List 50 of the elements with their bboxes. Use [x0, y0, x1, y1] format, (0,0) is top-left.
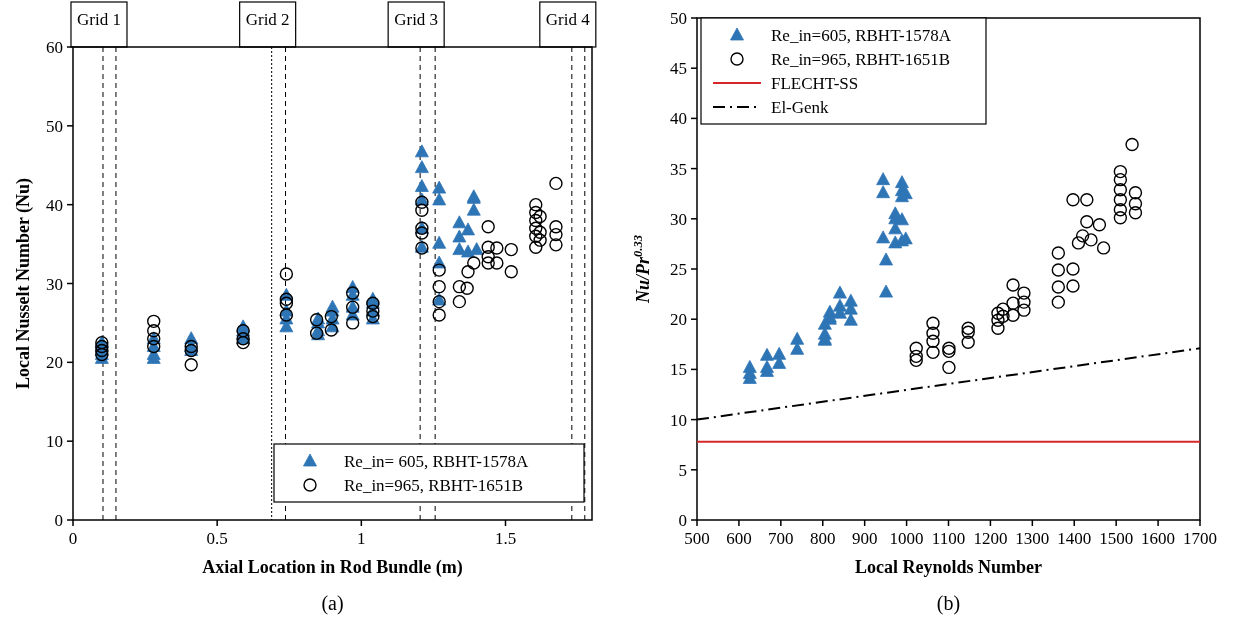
- x-tick-label: 1300: [1015, 529, 1050, 548]
- ref-line-label: Grid 2: [245, 10, 290, 29]
- y-tick-label: 30: [670, 209, 687, 229]
- y-tick-label: 30: [46, 274, 63, 294]
- x-tick-label: 0.5: [206, 529, 228, 548]
- text: (b): [936, 592, 961, 615]
- y-axis-title: Local Nusselt Number (Nu): [13, 177, 34, 390]
- legend-label: Re_in=965, RBHT-1651B: [771, 50, 950, 69]
- legend-label: FLECHT-SS: [771, 74, 859, 93]
- x-axis-title: Local Reynolds Number: [854, 557, 1043, 577]
- x-tick-label: 500: [684, 529, 710, 548]
- x-axis-title: Axial Location in Rod Bundle (m): [202, 557, 463, 578]
- x-tick-label: 1100: [931, 529, 966, 548]
- y-tick-label: 10: [46, 432, 63, 452]
- ref-line-label: Grid 1: [77, 10, 121, 29]
- x-tick-label: 1200: [973, 529, 1008, 548]
- x-tick-label: 700: [768, 529, 794, 548]
- y-tick-label: 35: [670, 159, 687, 179]
- y-tick-label: 25: [670, 260, 687, 279]
- x-tick-label: 0: [68, 529, 78, 548]
- x-tick-label: 1000: [889, 529, 924, 548]
- legend-label: Re_in= 605, RBHT-1578A: [344, 452, 529, 471]
- y-tick-label: 40: [46, 195, 63, 215]
- y-tick-label: 20: [46, 353, 63, 373]
- x-tick-label: 1400: [1057, 529, 1092, 548]
- y-tick-label: 20: [670, 310, 687, 330]
- legend-label: Re_in=965, RBHT-1651B: [344, 476, 523, 495]
- x-tick-label: 600: [726, 529, 752, 548]
- y-tick-label: 0: [678, 511, 687, 530]
- y-tick-label: 40: [670, 109, 687, 129]
- y-tick-label: 10: [670, 410, 687, 430]
- x-tick-label: 900: [851, 529, 878, 548]
- y-tick-label: 0: [54, 511, 63, 530]
- y-tick-label: 15: [670, 360, 687, 380]
- ref-line-label: Grid 4: [545, 10, 591, 29]
- y-tick-label: 60: [46, 38, 63, 57]
- x-tick-label: 1700: [1183, 529, 1217, 548]
- ref-line-label: Grid 3: [394, 10, 439, 29]
- x-tick-label: 1600: [1141, 529, 1176, 548]
- legend-label: El-Genk: [771, 98, 830, 117]
- x-tick-label: 1.5: [494, 529, 517, 548]
- text: (a): [321, 592, 344, 615]
- y-tick-label: 45: [670, 59, 687, 79]
- y-tick-label: 50: [46, 116, 63, 136]
- y-tick-label: 5: [678, 460, 687, 480]
- x-tick-label: 800: [810, 529, 836, 548]
- x-tick-label: 1500: [1099, 529, 1134, 548]
- legend-label: Re_in=605, RBHT-1578A: [771, 26, 952, 45]
- x-tick-label: 1: [357, 529, 366, 548]
- y-tick-label: 50: [670, 9, 687, 28]
